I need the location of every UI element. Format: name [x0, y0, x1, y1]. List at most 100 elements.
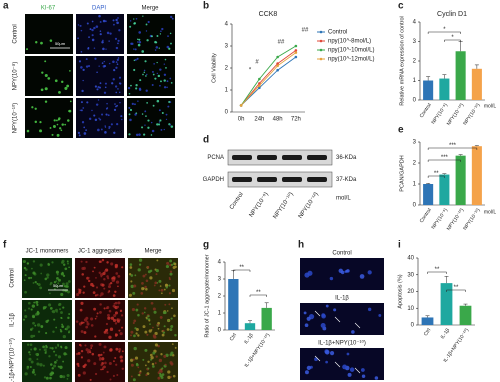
cell	[99, 118, 102, 121]
cell	[36, 311, 40, 315]
arrow	[314, 310, 321, 317]
cell	[127, 86, 131, 90]
scale-bar-label: 50μm	[53, 283, 64, 288]
cell	[117, 274, 121, 278]
cell	[156, 123, 159, 126]
cell	[141, 312, 144, 315]
cell	[159, 84, 161, 87]
cell	[23, 266, 27, 270]
cell	[147, 360, 150, 364]
cell	[59, 308, 62, 311]
cell	[44, 277, 48, 281]
cell	[62, 306, 65, 309]
cell	[85, 65, 89, 68]
micrograph	[25, 98, 73, 138]
cell	[119, 355, 123, 359]
cell	[163, 79, 166, 82]
point	[276, 62, 279, 65]
cell	[27, 276, 31, 280]
cell	[81, 89, 84, 93]
annotation: ##	[278, 40, 285, 46]
cell	[63, 285, 66, 288]
cell	[80, 260, 83, 263]
cell	[66, 84, 70, 88]
cell	[51, 347, 54, 350]
cell	[83, 132, 87, 135]
x-tick-label: 0h	[238, 117, 245, 123]
cell	[156, 61, 158, 64]
cell	[106, 31, 110, 35]
row-label: Control	[10, 268, 16, 287]
cell	[85, 316, 89, 320]
cell	[100, 128, 103, 131]
cell	[62, 334, 66, 339]
cell	[151, 129, 155, 133]
cell	[156, 259, 159, 262]
cell	[138, 88, 142, 91]
significance-bracket	[427, 271, 447, 274]
cell	[64, 86, 68, 90]
cell	[342, 364, 347, 370]
cell	[101, 258, 105, 262]
cell	[173, 262, 177, 266]
cell	[99, 303, 102, 306]
cell	[103, 287, 106, 290]
cell	[62, 263, 66, 266]
cell	[158, 289, 161, 292]
cell	[89, 351, 92, 354]
arrow	[314, 355, 321, 362]
cell	[160, 30, 162, 33]
cell	[100, 275, 103, 278]
cell	[107, 285, 112, 289]
cell	[63, 352, 67, 356]
cell	[130, 334, 133, 337]
cell	[145, 373, 148, 377]
cell	[110, 123, 113, 126]
cell	[325, 304, 329, 308]
cell	[47, 319, 50, 322]
cell	[49, 39, 53, 42]
cell	[32, 271, 36, 275]
cell	[159, 315, 163, 319]
cell	[137, 366, 140, 369]
cell	[114, 103, 116, 105]
cell	[106, 313, 110, 317]
cell	[99, 30, 102, 32]
cell	[94, 335, 97, 338]
cell	[137, 268, 141, 272]
cell	[110, 262, 114, 266]
cell	[150, 35, 153, 38]
cell	[97, 128, 100, 132]
cell	[115, 363, 118, 366]
cell	[75, 320, 79, 323]
cell	[84, 363, 87, 367]
cell	[77, 131, 81, 134]
cell	[57, 365, 60, 368]
cell	[169, 32, 172, 35]
cell	[169, 270, 173, 273]
cell	[26, 367, 29, 370]
cell	[28, 357, 32, 361]
cell	[34, 324, 37, 327]
cell	[59, 127, 62, 130]
bar	[471, 68, 482, 100]
cell	[157, 327, 160, 330]
image-title: Control	[332, 251, 351, 257]
cell	[131, 42, 134, 46]
cell	[145, 287, 148, 291]
cell	[67, 119, 70, 122]
column-header: KI-67	[41, 6, 56, 12]
cell	[149, 353, 153, 357]
cell	[141, 113, 144, 115]
point	[258, 77, 261, 81]
y-tick-label: 4	[225, 22, 229, 28]
y-tick-label: 0	[218, 328, 222, 334]
cell	[58, 302, 62, 306]
annotation: #	[255, 60, 259, 66]
cell	[145, 279, 149, 283]
cell	[29, 353, 32, 356]
cell	[333, 308, 337, 312]
y-tick-label: 20	[407, 289, 414, 295]
y-tick-label: 2	[413, 59, 417, 65]
cell	[130, 375, 133, 378]
